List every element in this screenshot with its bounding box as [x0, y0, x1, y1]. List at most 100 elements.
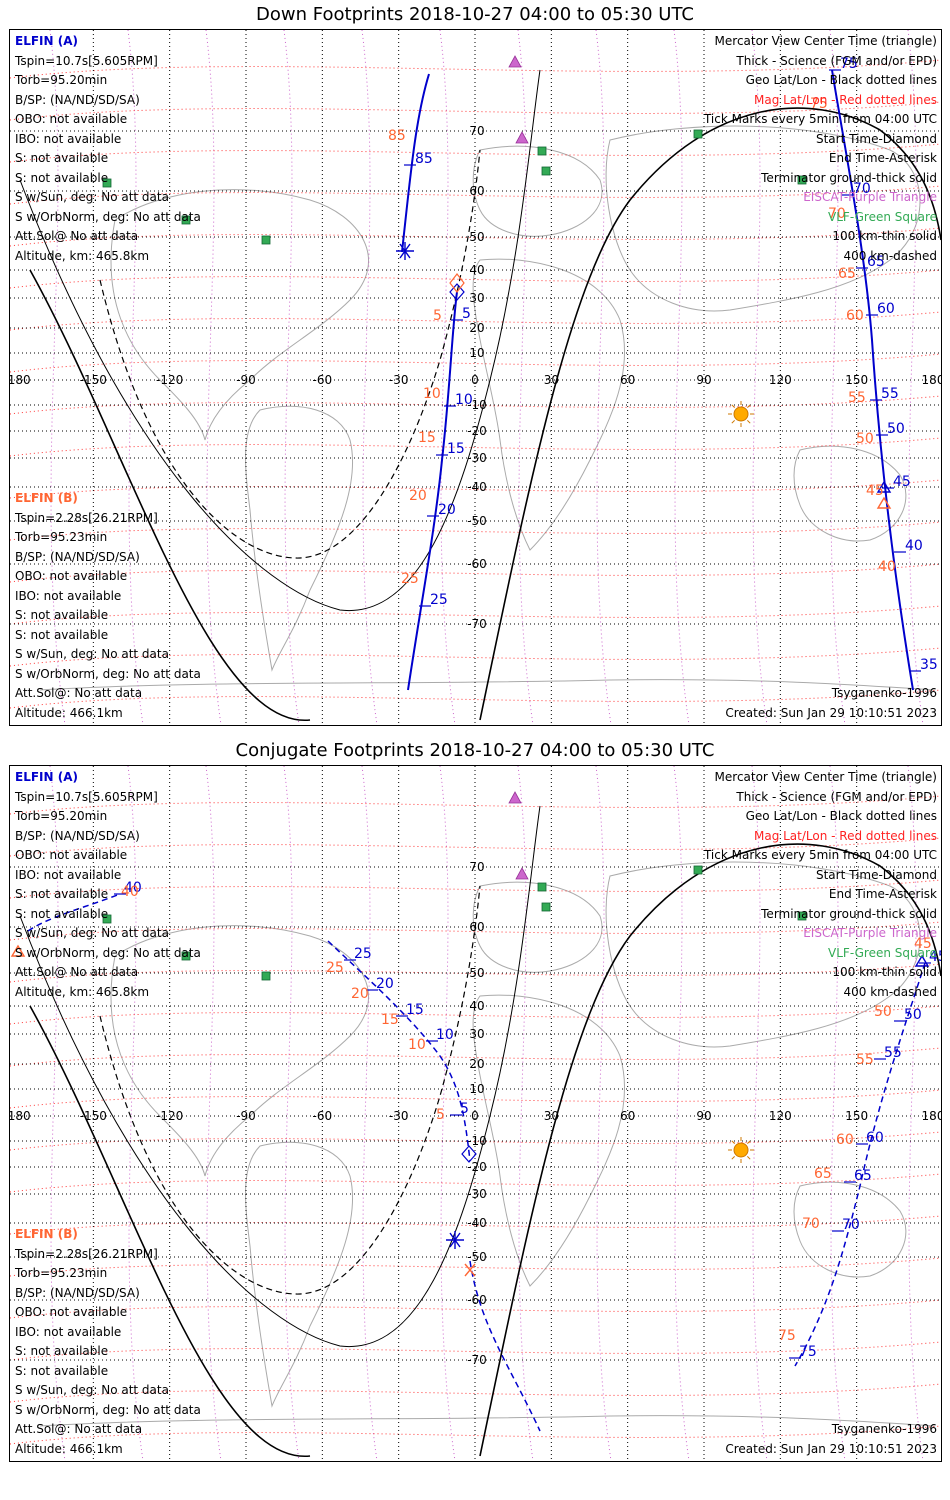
- elfin-a-tick-label: 65: [867, 254, 885, 270]
- start-diamond: [461, 1145, 477, 1163]
- lon-label: -60: [313, 373, 333, 387]
- legend-ticks: Tick Marks every 5min from 04:00 UTC: [703, 848, 937, 862]
- elfin-b-tick-label: 75: [810, 96, 828, 112]
- lat-label: -40: [467, 480, 487, 494]
- elfin-b-label: ELFIN (B): [15, 1227, 78, 1241]
- elfin-a-tick-label: 60: [866, 1130, 884, 1146]
- coastline: [605, 861, 921, 1048]
- lat-label: -50: [467, 1250, 487, 1264]
- vlf-square: [102, 914, 112, 924]
- created-label: Created: Sun Jan 29 10:10:51 2023: [725, 705, 937, 720]
- coastline: [110, 189, 369, 441]
- lon-label: -180: [10, 373, 31, 387]
- footer-right: Tsyganenko-1996 Created: Sun Jan 29 10:1…: [725, 1420, 937, 1459]
- elfin-a-info: ELFIN (A) Tspin=10.7s[5.605RPM] Torb=95.…: [15, 768, 201, 1002]
- created-label: Created: Sun Jan 29 10:10:51 2023: [725, 1441, 937, 1456]
- mag-meridian: [361, 30, 378, 725]
- legend-400km: 400 km-dashed: [843, 248, 937, 263]
- info-line: Att.Sol@ No att data: [15, 229, 139, 243]
- start-diamond-b: [449, 273, 465, 293]
- mag-meridian: [127, 30, 144, 725]
- altitude-400km: [99, 149, 481, 559]
- elfin-a-tick-label: 85: [415, 151, 433, 167]
- elfin-a-tick-label: 70: [853, 181, 871, 197]
- legend-eiscat: EISCAT-Purple Triangle: [803, 190, 937, 204]
- lon-label: -30: [389, 1109, 409, 1123]
- info-line: Att.Sol@: No att data: [15, 1422, 143, 1436]
- elfin-a-tick-label: 25: [354, 946, 372, 962]
- legend-400km: 400 km-dashed: [843, 984, 937, 999]
- info-line: Torb=95.20min: [15, 809, 108, 823]
- legend-start: Start Time-Diamond: [815, 131, 937, 146]
- mag-meridian: [751, 766, 768, 1461]
- coastline: [605, 125, 921, 312]
- coastline: [472, 258, 626, 551]
- legend-end: End Time-Asterisk: [828, 151, 937, 165]
- info-line: B/SP: (NA/ND/SD/SA): [15, 828, 140, 843]
- elfin-a-tick-label: 5: [462, 306, 471, 322]
- info-line: B/SP: (NA/ND/SD/SA): [15, 1285, 140, 1300]
- vlf-square: [797, 911, 807, 921]
- info-line: S: not available: [15, 608, 109, 622]
- vlf-square: [537, 146, 547, 156]
- info-line: OBO: not available: [15, 1305, 128, 1319]
- info-line: Altitude, km: 465.8km: [15, 248, 150, 263]
- mag-meridian: [907, 766, 924, 1461]
- lat-label: -30: [467, 1187, 487, 1201]
- elfin-a-tick-label: 10: [436, 1027, 454, 1043]
- legend-geo: Geo Lat/Lon - Black dotted lines: [745, 73, 937, 87]
- lon-label: 150: [845, 1109, 868, 1123]
- legend-end: End Time-Asterisk: [828, 887, 937, 901]
- lon-label: -30: [389, 373, 409, 387]
- center-triangle: [876, 480, 892, 493]
- info-line: Torb=95.23min: [15, 530, 108, 544]
- lat-label: 70: [469, 124, 484, 138]
- end-asterisk-b: [464, 1263, 476, 1277]
- vlf-square: [541, 166, 551, 176]
- start-diamond: [449, 283, 465, 301]
- info-line: S: not available: [15, 906, 109, 921]
- elfin-b-info: ELFIN (B) Tspin=2.28s[26.21RPM] Torb=95.…: [15, 1225, 201, 1459]
- elfin-a-tick-label: 25: [430, 592, 448, 608]
- lat-label: -70: [467, 1353, 487, 1367]
- info-line: Altitude: 466.1km: [15, 1441, 123, 1456]
- center-triangle: [914, 954, 930, 967]
- mag-meridian: [673, 766, 690, 1461]
- sun-ray: [731, 1156, 735, 1160]
- vlf-square: [541, 902, 551, 912]
- elfin-a-tick-label: 10: [455, 392, 473, 408]
- elfin-a-tick-label: 20: [438, 502, 456, 518]
- elfin-a-tick-label: 40: [905, 538, 923, 554]
- mag-meridian: [829, 766, 846, 1461]
- elfin-b-tick-label: 45: [866, 483, 884, 499]
- info-line: S: not available: [15, 887, 109, 901]
- elfin-b-tick-label: 55: [848, 390, 866, 406]
- elfin-b-tick-label: 60: [846, 308, 864, 324]
- coastline: [39, 679, 936, 691]
- elfin-b-tick-label: 70: [828, 206, 846, 222]
- legend-thick: Thick - Science (FGM and/or EPD): [736, 789, 937, 804]
- lon-label: 150: [845, 373, 868, 387]
- info-line: Altitude, km: 465.8km: [15, 984, 150, 999]
- elfin-a-tick-label: 70: [842, 1217, 860, 1233]
- elfin-b-tick-label: 40: [878, 559, 896, 575]
- elfin-a-tick-label: 50: [887, 421, 905, 437]
- lon-label: -120: [156, 373, 183, 387]
- mag-meridian: [49, 30, 66, 725]
- info-line: Tspin=10.7s[5.605RPM]: [15, 53, 158, 68]
- altitude-100km: [19, 69, 541, 612]
- info-line: S w/Sun, deg: No att data: [15, 647, 169, 661]
- lon-label: -150: [80, 1109, 107, 1123]
- coastline: [245, 1141, 354, 1408]
- elfin-b-tick-label: 50: [856, 431, 874, 447]
- map-panel-down: -180 -150 -120 -90 -60 -30 0 30 60 90 120 150 180 70 6…: [9, 29, 942, 726]
- legend-mag: Mag Lat/Lon - Red dotted lines: [753, 828, 937, 843]
- map-panel-conjugate: -180 -150 -120 -90 -60 -30 0 30 60 90 120 150 180 70 6…: [9, 765, 942, 1462]
- info-line: S w/OrbNorm, deg: No att data: [15, 945, 201, 960]
- coastline: [472, 145, 603, 237]
- elfin-a-tick-label: 55: [884, 1045, 902, 1061]
- legend-100km: 100 km-thin solid: [832, 965, 937, 979]
- sun-ray: [731, 420, 735, 424]
- lat-label: -10: [467, 398, 487, 412]
- legend-thick: Thick - Science (FGM and/or EPD): [736, 53, 937, 68]
